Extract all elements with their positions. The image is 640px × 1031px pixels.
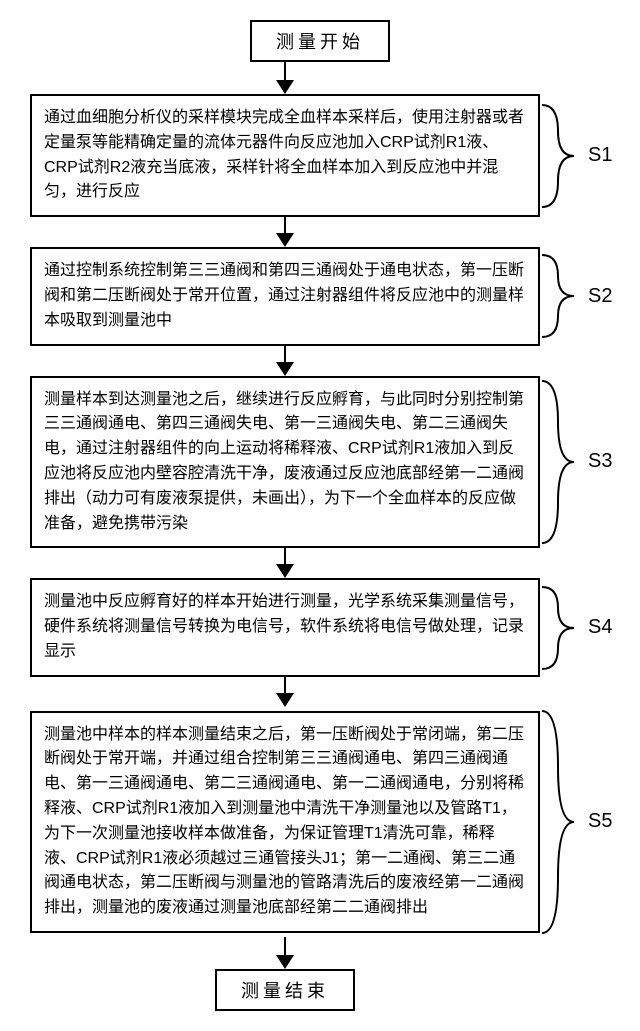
brace-icon <box>540 377 576 547</box>
step-row-s3: 测量样本到达测量池之后，继续进行反应孵育，与此同时分别控制第三三通阀通电、第四三… <box>20 376 620 549</box>
step-row-s5: 测量池中样本的样本测量结束之后，第一压断阀处于常闭端，第二压断阀处于常开端，并通… <box>20 707 620 937</box>
step-row-s4: 测量池中反应孵育好的样本开始进行测量，光学系统采集测量信号，硬件系统将测量信号转… <box>20 578 620 676</box>
step-row-s1: 通过血细胞分析仪的采样模块完成全血样本采样后，使用注射器或者定量泵等能精确定量的… <box>20 94 620 217</box>
step-s5: 测量池中样本的样本测量结束之后，第一压断阀处于常闭端，第二压断阀处于常开端，并通… <box>30 711 540 933</box>
flowchart: 测量开始 通过血细胞分析仪的采样模块完成全血样本采样后，使用注射器或者定量泵等能… <box>20 20 620 1011</box>
brace-icon <box>540 707 576 937</box>
arrow <box>276 937 294 969</box>
step-s1: 通过血细胞分析仪的采样模块完成全血样本采样后，使用注射器或者定量泵等能精确定量的… <box>30 94 540 217</box>
brace-icon <box>540 583 576 673</box>
step-label-s4: S4 <box>588 616 612 639</box>
step-label-s2: S2 <box>588 285 612 308</box>
arrow <box>276 217 294 247</box>
step-label-s5: S5 <box>588 810 612 833</box>
arrow <box>276 62 294 94</box>
arrow <box>276 346 294 376</box>
step-label-s3: S3 <box>588 450 612 473</box>
arrow <box>276 548 294 578</box>
step-s3: 测量样本到达测量池之后，继续进行反应孵育，与此同时分别控制第三三通阀通电、第四三… <box>30 376 540 549</box>
step-row-s2: 通过控制系统控制第三三通阀和第四三通阀处于通电状态，第一压断阀和第二压断阀处于常… <box>20 247 620 345</box>
end-node: 测量结束 <box>215 969 355 1011</box>
step-s2: 通过控制系统控制第三三通阀和第四三通阀处于通电状态，第一压断阀和第二压断阀处于常… <box>30 247 540 345</box>
start-node: 测量开始 <box>250 20 390 62</box>
step-label-s1: S1 <box>588 144 612 167</box>
brace-icon <box>540 251 576 341</box>
brace-icon <box>540 101 576 211</box>
arrow <box>276 677 294 707</box>
step-s4: 测量池中反应孵育好的样本开始进行测量，光学系统采集测量信号，硬件系统将测量信号转… <box>30 578 540 676</box>
